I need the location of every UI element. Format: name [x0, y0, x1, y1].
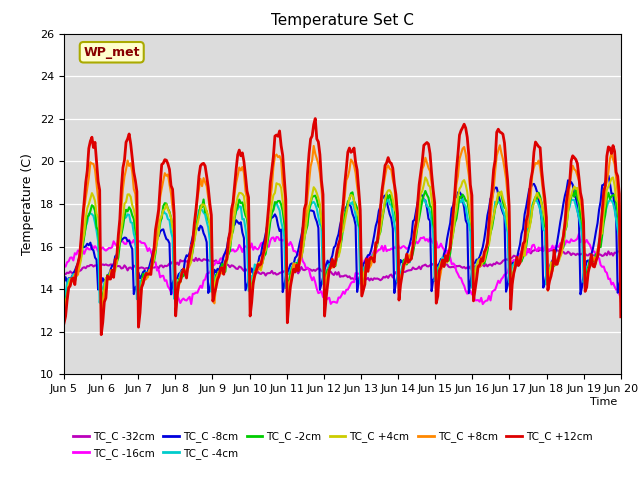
TC_C +4cm — [422, 175, 429, 180]
TC_C +8cm — [97, 331, 105, 336]
TC_C -32cm — [303, 265, 311, 271]
TC_C -4cm — [228, 228, 236, 234]
TC_C +4cm — [246, 294, 254, 300]
TC_C +4cm — [589, 257, 596, 263]
TC_C -16cm — [303, 264, 311, 270]
Line: TC_C -32cm: TC_C -32cm — [64, 249, 621, 280]
TC_C -4cm — [589, 258, 596, 264]
TC_C -32cm — [589, 253, 596, 259]
Y-axis label: Temperature (C): Temperature (C) — [22, 153, 35, 255]
TC_C +4cm — [60, 312, 68, 317]
TC_C +8cm — [130, 186, 138, 192]
Line: TC_C +12cm: TC_C +12cm — [64, 119, 621, 335]
TC_C -8cm — [605, 172, 612, 178]
TC_C -16cm — [129, 240, 136, 245]
Title: Temperature Set C: Temperature Set C — [271, 13, 414, 28]
TC_C +12cm — [228, 206, 236, 212]
TC_C -32cm — [129, 266, 136, 272]
TC_C -32cm — [536, 246, 544, 252]
TC_C -16cm — [244, 248, 252, 254]
TC_C -2cm — [303, 222, 311, 228]
TC_C -16cm — [254, 247, 262, 252]
TC_C -32cm — [60, 271, 68, 276]
TC_C +8cm — [255, 266, 263, 272]
TC_C +12cm — [589, 263, 596, 269]
TC_C -8cm — [617, 275, 625, 280]
TC_C -2cm — [129, 213, 136, 218]
TC_C +4cm — [130, 207, 138, 213]
TC_C -2cm — [617, 289, 625, 295]
TC_C -2cm — [588, 258, 595, 264]
TC_C -32cm — [617, 249, 625, 254]
TC_C +4cm — [617, 296, 625, 301]
TC_C +8cm — [60, 318, 68, 324]
TC_C -4cm — [60, 300, 68, 305]
Line: TC_C +8cm: TC_C +8cm — [64, 145, 621, 334]
TC_C -16cm — [60, 263, 68, 269]
Line: TC_C -8cm: TC_C -8cm — [64, 175, 621, 294]
TC_C -4cm — [617, 276, 625, 282]
TC_C -4cm — [384, 196, 392, 202]
TC_C -4cm — [130, 231, 138, 237]
TC_C -32cm — [358, 277, 365, 283]
TC_C -8cm — [129, 246, 136, 252]
TC_C +12cm — [255, 262, 263, 268]
TC_C +12cm — [60, 321, 68, 326]
TC_C -16cm — [575, 231, 583, 237]
TC_C -16cm — [617, 295, 625, 301]
TC_C -2cm — [244, 230, 252, 236]
TC_C -2cm — [226, 248, 234, 254]
TC_C -2cm — [60, 307, 68, 313]
TC_C -4cm — [305, 207, 313, 213]
TC_C +12cm — [130, 169, 138, 175]
TC_C +8cm — [228, 220, 236, 226]
TC_C -32cm — [226, 264, 234, 270]
TC_C +12cm — [305, 151, 313, 156]
TC_C -4cm — [255, 261, 263, 266]
TC_C +4cm — [255, 260, 263, 265]
Text: WP_met: WP_met — [83, 46, 140, 59]
TC_C -8cm — [167, 291, 175, 297]
Line: TC_C -2cm: TC_C -2cm — [64, 188, 621, 310]
TC_C +8cm — [246, 301, 254, 307]
TC_C -2cm — [572, 185, 580, 191]
Line: TC_C -16cm: TC_C -16cm — [64, 234, 621, 304]
TC_C -16cm — [589, 249, 596, 254]
TC_C -16cm — [226, 246, 234, 252]
TC_C +8cm — [589, 257, 596, 263]
TC_C +12cm — [617, 314, 625, 320]
TC_C -32cm — [254, 269, 262, 275]
Legend: TC_C -32cm, TC_C -16cm, TC_C -8cm, TC_C -4cm, TC_C -2cm, TC_C +4cm, TC_C +8cm, T: TC_C -32cm, TC_C -16cm, TC_C -8cm, TC_C … — [69, 427, 596, 463]
TC_C -8cm — [60, 279, 68, 285]
TC_C +4cm — [97, 313, 105, 319]
TC_C +4cm — [228, 234, 236, 240]
TC_C -32cm — [244, 266, 252, 272]
TC_C -8cm — [588, 252, 595, 257]
Line: TC_C +4cm: TC_C +4cm — [64, 178, 621, 316]
TC_C +8cm — [496, 143, 504, 148]
TC_C +8cm — [617, 298, 625, 304]
TC_C -8cm — [246, 270, 254, 276]
TC_C -8cm — [255, 253, 263, 259]
TC_C -4cm — [246, 281, 254, 287]
TC_C -4cm — [96, 300, 104, 306]
TC_C -8cm — [228, 228, 236, 233]
TC_C +12cm — [312, 116, 319, 121]
TC_C +12cm — [246, 313, 254, 319]
X-axis label: Time: Time — [591, 396, 618, 407]
TC_C -16cm — [479, 301, 486, 307]
TC_C +4cm — [305, 204, 313, 209]
TC_C +12cm — [97, 332, 105, 337]
Line: TC_C -4cm: TC_C -4cm — [64, 199, 621, 303]
TC_C +8cm — [305, 179, 313, 184]
TC_C -8cm — [305, 208, 313, 214]
TC_C -2cm — [254, 264, 262, 270]
